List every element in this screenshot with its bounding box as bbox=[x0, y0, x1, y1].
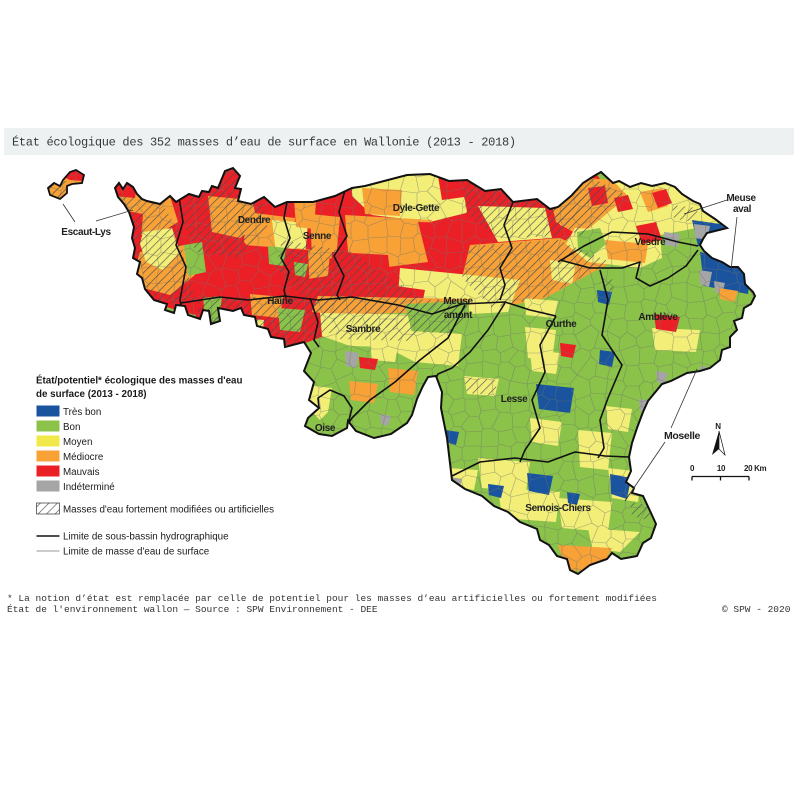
svg-text:Senne: Senne bbox=[303, 231, 332, 242]
svg-text:de surface (2013 - 2018): de surface (2013 - 2018) bbox=[36, 389, 147, 400]
svg-text:Moselle: Moselle bbox=[664, 430, 701, 442]
svg-text:Sambre: Sambre bbox=[346, 324, 381, 335]
svg-text:État écologique des 352 masses: État écologique des 352 masses d’eau de … bbox=[12, 135, 516, 150]
svg-text:Masses d'eau fortement modifié: Masses d'eau fortement modifiées ou arti… bbox=[63, 505, 274, 516]
svg-text:Mauvais: Mauvais bbox=[63, 467, 100, 478]
svg-text:Escaut-Lys: Escaut-Lys bbox=[61, 227, 111, 238]
svg-text:aval: aval bbox=[733, 204, 752, 215]
svg-text:État de l'environnement wallon: État de l'environnement wallon — Source … bbox=[7, 604, 378, 615]
svg-text:© SPW - 2020: © SPW - 2020 bbox=[722, 604, 791, 615]
svg-text:Bon: Bon bbox=[63, 422, 80, 433]
svg-text:Meuse: Meuse bbox=[443, 296, 473, 307]
svg-text:Semois-Chiers: Semois-Chiers bbox=[525, 503, 591, 514]
svg-text:Dendre: Dendre bbox=[238, 215, 271, 226]
svg-text:* La notion d’état est remplac: * La notion d’état est remplacée par cel… bbox=[7, 593, 657, 604]
svg-text:Amblève: Amblève bbox=[638, 312, 678, 323]
svg-text:Ourthe: Ourthe bbox=[546, 319, 577, 330]
svg-text:Très bon: Très bon bbox=[63, 407, 101, 418]
svg-text:amont: amont bbox=[444, 310, 473, 321]
svg-text:Limite de masse d'eau de surfa: Limite de masse d'eau de surface bbox=[63, 547, 210, 558]
svg-text:Médiocre: Médiocre bbox=[63, 452, 104, 463]
svg-text:Meuse: Meuse bbox=[726, 193, 756, 204]
svg-text:0: 0 bbox=[690, 464, 695, 473]
svg-text:Dyle-Gette: Dyle-Gette bbox=[393, 203, 440, 214]
svg-text:Limite de sous-bassin hydrogra: Limite de sous-bassin hydrographique bbox=[63, 532, 229, 543]
svg-text:Vesdre: Vesdre bbox=[635, 237, 666, 248]
svg-text:État/potentiel* écologique des: État/potentiel* écologique des masses d'… bbox=[36, 375, 243, 387]
svg-text:Oise: Oise bbox=[315, 423, 336, 434]
svg-text:20 Km: 20 Km bbox=[744, 464, 766, 473]
svg-text:Moyen: Moyen bbox=[63, 437, 92, 448]
svg-text:N: N bbox=[715, 422, 721, 431]
svg-text:Haine: Haine bbox=[267, 296, 293, 307]
svg-text:Lesse: Lesse bbox=[501, 394, 528, 405]
svg-text:10: 10 bbox=[717, 464, 726, 473]
svg-text:Indéterminé: Indéterminé bbox=[63, 482, 115, 493]
